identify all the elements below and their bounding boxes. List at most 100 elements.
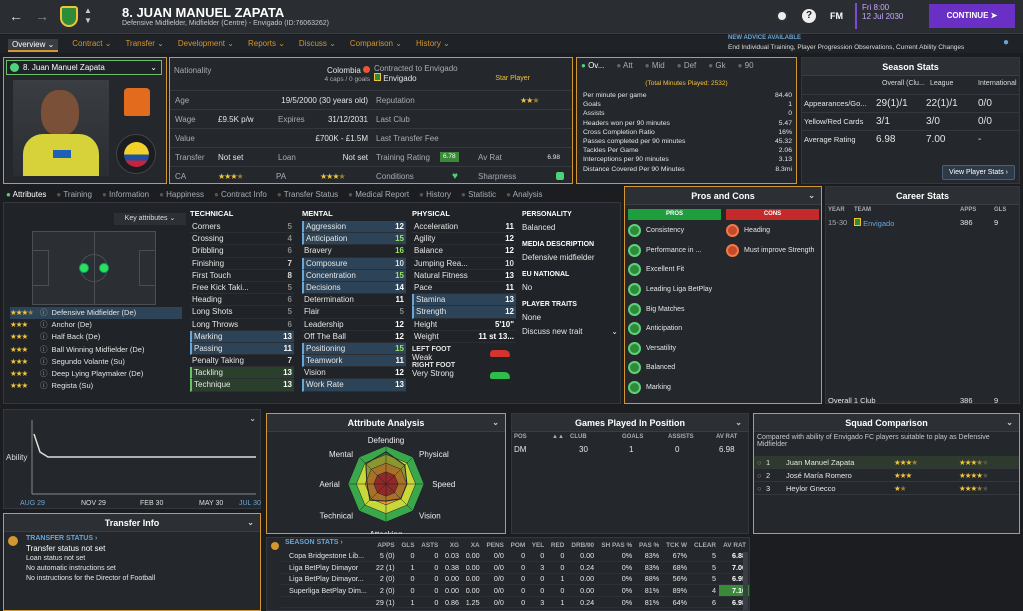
- career-row[interactable]: 15-30 Envigado 386 9: [828, 218, 999, 228]
- attribute-row[interactable]: Vision 12: [302, 367, 406, 380]
- attribute-row[interactable]: Leadership 12: [302, 319, 406, 331]
- menu-overview[interactable]: Overview ⌄: [8, 39, 59, 52]
- nationality-value[interactable]: Colombia: [327, 65, 370, 75]
- pro-item[interactable]: Marking: [628, 378, 724, 398]
- chevron-down-icon[interactable]: ⌄: [492, 418, 499, 427]
- football-icon[interactable]: [776, 10, 788, 22]
- subtab-transfer-status[interactable]: ● Transfer Status: [276, 190, 339, 199]
- attribute-row[interactable]: Marking 13: [190, 330, 294, 343]
- role-row[interactable]: ★★★ ⓘ Half Back (De): [10, 331, 182, 343]
- attribute-row[interactable]: Jumping Rea... 10: [412, 258, 516, 270]
- attribute-row[interactable]: Balance 12: [412, 245, 516, 258]
- role-row[interactable]: ★★★ ⓘ Deep Lying Playmaker (De): [10, 368, 182, 380]
- attribute-row[interactable]: Technique 13: [190, 379, 294, 392]
- attribute-row[interactable]: First Touch 8: [190, 270, 294, 282]
- season-stats-link[interactable]: SEASON STATS ›: [285, 539, 343, 546]
- season-row[interactable]: 29 (1) 1 0 0.86 1.25 0/0 0 3 1 0.24 0% 81% 64% 6 6.98: [281, 596, 749, 609]
- attribute-row[interactable]: Stamina 13: [412, 294, 516, 307]
- pro-item[interactable]: Versatility: [628, 339, 724, 359]
- pro-item[interactable]: Anticipation: [628, 319, 724, 339]
- attribute-row[interactable]: Decisions 14: [302, 281, 406, 295]
- season-row[interactable]: Copa Bridgestone Lib... 5 (0) 0 0 0.03 0.00 0/…: [281, 550, 749, 563]
- menu-discuss[interactable]: Discuss ⌄: [298, 39, 336, 48]
- chevron-down-icon[interactable]: ⌄: [247, 518, 254, 527]
- pro-item[interactable]: Consistency: [628, 221, 724, 241]
- chevron-down-icon[interactable]: ⌄: [1006, 418, 1013, 427]
- pro-item[interactable]: Leading Liga BetPlay: [628, 280, 724, 300]
- subtab-statistic[interactable]: ● Statistic: [461, 190, 497, 199]
- help-icon[interactable]: ?: [802, 9, 816, 23]
- overview-tab-5[interactable]: ● 90: [737, 61, 754, 70]
- attribute-row[interactable]: Finishing 7: [190, 258, 294, 270]
- attribute-row[interactable]: Composure 10: [302, 257, 406, 270]
- view-player-stats-button[interactable]: View Player Stats ›: [941, 165, 1015, 180]
- advice-text[interactable]: End Individual Training, Player Progress…: [728, 44, 965, 51]
- subtab-training[interactable]: ● Training: [56, 190, 92, 199]
- player-switch-icon[interactable]: ▲ ▼: [84, 6, 92, 25]
- pro-item[interactable]: Balanced: [628, 358, 724, 378]
- player-select[interactable]: 8. Juan Manuel Zapata ⌄: [6, 60, 162, 75]
- squad-row[interactable]: ○ 2 José María Romero ★★★ ★★★★★: [754, 469, 1019, 482]
- overview-tab-2[interactable]: ● Mid: [644, 61, 665, 70]
- squad-row[interactable]: ○ 3 Heylor Gnecco ★★ ★★★★★: [754, 482, 1019, 495]
- menu-reports[interactable]: Reports ⌄: [247, 39, 285, 48]
- role-row[interactable]: ★★★ ⓘ Regista (Su): [10, 380, 182, 392]
- menu-history[interactable]: History ⌄: [415, 39, 450, 48]
- attribute-row[interactable]: Work Rate 13: [302, 379, 406, 392]
- advice-icon[interactable]: ●: [1003, 37, 1010, 48]
- attribute-row[interactable]: Positioning 15: [302, 342, 406, 356]
- attribute-row[interactable]: Teamwork 11: [302, 355, 406, 368]
- discuss-trait-button[interactable]: Discuss new trait ⌄: [522, 327, 618, 336]
- position-row[interactable]: DM 30 1 0 6.98: [514, 445, 735, 454]
- role-row[interactable]: ★★★★ ⓘ Defensive Midfielder (De): [10, 307, 182, 320]
- attribute-row[interactable]: Off The Ball 12: [302, 331, 406, 343]
- scrollbar[interactable]: [743, 552, 748, 610]
- attribute-row[interactable]: Tackling 13: [190, 367, 294, 380]
- overview-tab-3[interactable]: ● Def: [676, 61, 697, 70]
- attribute-row[interactable]: Passing 11: [190, 342, 294, 356]
- attribute-row[interactable]: Heading 6: [190, 294, 294, 307]
- attribute-row[interactable]: Dribbling 6: [190, 245, 294, 258]
- overview-tab-0[interactable]: ● Ov...: [581, 61, 605, 70]
- position-dot-mc[interactable]: [99, 263, 109, 273]
- subtab-medical-report[interactable]: ● Medical Report: [348, 190, 410, 199]
- attribute-row[interactable]: Flair 5: [302, 306, 406, 319]
- attribute-row[interactable]: Free Kick Taki... 5: [190, 282, 294, 295]
- attribute-row[interactable]: Concentration 15: [302, 269, 406, 282]
- attribute-row[interactable]: Bravery 16: [302, 245, 406, 258]
- attribute-row[interactable]: Determination 11: [302, 294, 406, 307]
- attribute-row[interactable]: Anticipation 15: [302, 233, 406, 246]
- con-item[interactable]: Heading: [726, 221, 822, 241]
- continue-button[interactable]: CONTINUE ➤: [929, 4, 1015, 28]
- menu-comparison[interactable]: Comparison ⌄: [349, 39, 402, 48]
- chevron-down-icon[interactable]: ⌄: [808, 191, 815, 200]
- menu-contract[interactable]: Contract ⌄: [72, 39, 112, 48]
- position-dot-dm[interactable]: [79, 263, 89, 273]
- chevron-down-icon[interactable]: ⌄: [735, 418, 742, 427]
- chevron-down-icon[interactable]: ⌄: [249, 414, 256, 423]
- subtab-information[interactable]: ● Information: [101, 190, 150, 199]
- pro-item[interactable]: Excellent Fit: [628, 260, 724, 280]
- subtab-analysis[interactable]: ● Analysis: [506, 190, 543, 199]
- con-item[interactable]: Must improve Strength: [726, 241, 822, 261]
- subtab-history[interactable]: ● History: [419, 190, 452, 199]
- attribute-row[interactable]: Crossing 4: [190, 233, 294, 246]
- menu-development[interactable]: Development ⌄: [177, 39, 234, 48]
- forward-arrow-icon[interactable]: →: [35, 8, 49, 24]
- attribute-row[interactable]: Long Throws 6: [190, 319, 294, 331]
- attribute-row[interactable]: Penalty Taking 7: [190, 355, 294, 368]
- attribute-row[interactable]: Agility 12: [412, 233, 516, 246]
- attribute-row[interactable]: Long Shots 5: [190, 306, 294, 319]
- role-row[interactable]: ★★★ ⓘ Segundo Volante (Su): [10, 356, 182, 368]
- attribute-row[interactable]: Corners 5: [190, 221, 294, 234]
- attribute-row[interactable]: Strength 12: [412, 306, 516, 319]
- sort-icon[interactable]: ▲▲: [552, 434, 564, 440]
- role-row[interactable]: ★★★ ⓘ Anchor (De): [10, 319, 182, 331]
- squad-row[interactable]: ○ 1 Juan Manuel Zapata ★★★★ ★★★★★: [754, 456, 1019, 469]
- pro-item[interactable]: Performance in ...: [628, 241, 724, 261]
- season-row[interactable]: Liga BetPlay Dimayor 22 (1) 1 0 0.38 0.00 0/0 0…: [281, 561, 749, 574]
- menu-transfer[interactable]: Transfer ⌄: [125, 39, 164, 48]
- subtab-attributes[interactable]: ● Attributes: [6, 190, 47, 199]
- attribute-row[interactable]: Natural Fitness 13: [412, 270, 516, 282]
- season-row[interactable]: Liga BetPlay Dimayor... 2 (0) 0 0 0.00 0.00 0/…: [281, 573, 749, 586]
